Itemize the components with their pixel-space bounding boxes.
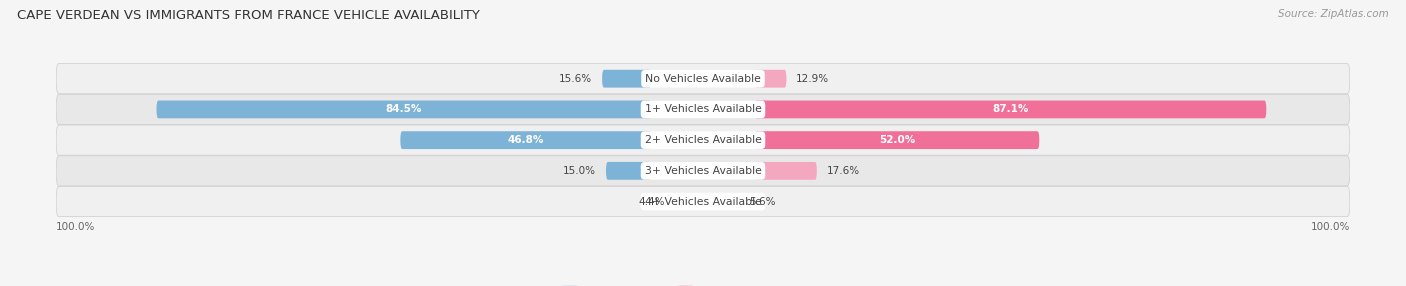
Text: 87.1%: 87.1%: [993, 104, 1029, 114]
FancyBboxPatch shape: [602, 70, 651, 88]
Text: 15.6%: 15.6%: [560, 74, 592, 84]
FancyBboxPatch shape: [606, 162, 651, 180]
Text: No Vehicles Available: No Vehicles Available: [645, 74, 761, 84]
FancyBboxPatch shape: [755, 70, 786, 88]
Text: 2+ Vehicles Available: 2+ Vehicles Available: [644, 135, 762, 145]
Text: 12.9%: 12.9%: [796, 74, 830, 84]
FancyBboxPatch shape: [401, 131, 651, 149]
Text: 3+ Vehicles Available: 3+ Vehicles Available: [644, 166, 762, 176]
FancyBboxPatch shape: [56, 156, 1350, 186]
Text: 15.0%: 15.0%: [564, 166, 596, 176]
Text: 17.6%: 17.6%: [827, 166, 859, 176]
Text: 52.0%: 52.0%: [879, 135, 915, 145]
Text: CAPE VERDEAN VS IMMIGRANTS FROM FRANCE VEHICLE AVAILABILITY: CAPE VERDEAN VS IMMIGRANTS FROM FRANCE V…: [17, 9, 479, 21]
Text: Source: ZipAtlas.com: Source: ZipAtlas.com: [1278, 9, 1389, 19]
FancyBboxPatch shape: [755, 162, 817, 180]
FancyBboxPatch shape: [156, 100, 651, 118]
Text: 46.8%: 46.8%: [508, 135, 544, 145]
FancyBboxPatch shape: [755, 131, 1039, 149]
Text: 100.0%: 100.0%: [1310, 223, 1350, 233]
Text: 100.0%: 100.0%: [56, 223, 96, 233]
FancyBboxPatch shape: [56, 125, 1350, 155]
FancyBboxPatch shape: [56, 64, 1350, 94]
Text: 4+ Vehicles Available: 4+ Vehicles Available: [644, 196, 762, 206]
FancyBboxPatch shape: [56, 186, 1350, 217]
Legend: Cape Verdean, Immigrants from France: Cape Verdean, Immigrants from France: [558, 281, 848, 286]
FancyBboxPatch shape: [755, 100, 1267, 118]
Text: 84.5%: 84.5%: [385, 104, 422, 114]
FancyBboxPatch shape: [56, 94, 1350, 124]
Text: 1+ Vehicles Available: 1+ Vehicles Available: [644, 104, 762, 114]
Text: 4.4%: 4.4%: [638, 196, 665, 206]
Text: 5.6%: 5.6%: [749, 196, 776, 206]
